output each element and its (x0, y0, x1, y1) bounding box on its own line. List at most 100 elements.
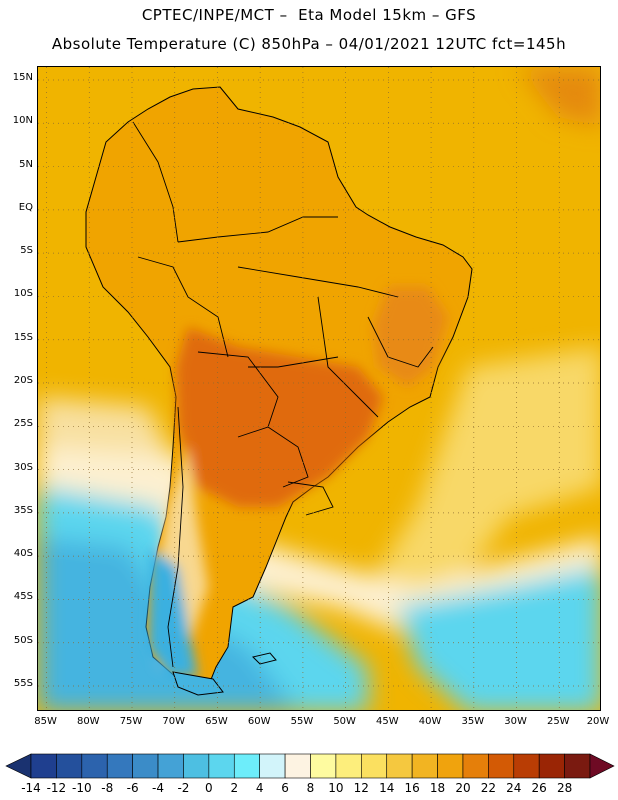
colorbar-cell (106, 753, 133, 779)
southeast-pale-band (368, 347, 600, 627)
lat-label: 10N (12, 115, 33, 127)
colorbar-label: 12 (353, 781, 369, 795)
border-brazil-states-c (367, 316, 434, 368)
colorbar-label: 16 (404, 781, 420, 795)
colorbar-label: -12 (46, 781, 67, 795)
lon-label: 55W (290, 716, 314, 727)
colorbar-cell (488, 753, 515, 779)
lat-label: 10S (13, 288, 33, 300)
colorbar-label: 0 (205, 781, 213, 795)
colorbar-label: 6 (281, 781, 289, 795)
lon-label: 80W (76, 716, 100, 727)
colorbar-cell (310, 753, 337, 779)
border-colombia-venezuela (132, 121, 179, 243)
colorbar-cell (183, 753, 210, 779)
colorbar-label: 18 (429, 781, 446, 795)
lat-label: 40S (13, 548, 33, 560)
colorbar-cell (513, 753, 540, 779)
map-canvas (38, 67, 600, 710)
colorbar-cell (361, 753, 388, 779)
colorbar-cell (56, 753, 83, 779)
colorbar-label: -6 (126, 781, 139, 795)
colorbar-label: 28 (556, 781, 573, 795)
colorbar-label: -2 (177, 781, 190, 795)
lat-label: 15N (12, 71, 33, 83)
colorbar-label: 8 (306, 781, 315, 795)
lat-label: 30S (13, 461, 33, 473)
colorbar-label: 24 (506, 781, 522, 795)
colorbar-cell (208, 753, 235, 779)
colorbar-label: 4 (255, 781, 264, 795)
lon-label: 35W (461, 716, 485, 727)
lon-label: 75W (119, 716, 143, 727)
colorbar-cell (564, 753, 591, 779)
lat-label: 50S (13, 634, 33, 646)
lon-label: 85W (34, 716, 57, 727)
colorbar-cell (30, 753, 57, 779)
colorbar-cell (233, 753, 260, 779)
colorbar-label: 20 (455, 781, 471, 795)
lat-label: 45S (13, 591, 33, 603)
lat-label: 55S (13, 678, 33, 690)
tierra-del-fuego (172, 671, 224, 696)
border-venezuela-brazil (177, 216, 338, 243)
lat-label: 25S (13, 418, 33, 430)
colorbar-max-arrow (589, 753, 615, 779)
lat-label: 35S (13, 504, 33, 516)
border-brazil-states-b (317, 296, 379, 418)
colorbar-label: 14 (379, 781, 395, 795)
lon-label: 20W (586, 716, 610, 727)
lon-label: 45W (376, 716, 399, 727)
lat-label: 15S (13, 331, 33, 343)
southeast-cold-zone (398, 567, 600, 710)
temperature-map[interactable] (37, 66, 601, 711)
colorbar-cell (411, 753, 438, 779)
border-bolivia (197, 351, 279, 438)
border-argentina-chile (167, 406, 184, 668)
colorbar-label: 22 (480, 781, 496, 795)
patagonia-cold (148, 547, 198, 677)
lat-label: 20S (13, 375, 33, 386)
border-peru-brazil (137, 256, 229, 358)
colorbar-label: -4 (152, 781, 165, 795)
lon-label: 25W (546, 716, 570, 727)
colorbar-cells (5, 753, 615, 779)
lat-label: 5S (20, 245, 33, 257)
colorbar-label: -8 (101, 781, 114, 795)
lon-label: 70W (162, 716, 186, 727)
northeast-hot-core (373, 287, 448, 387)
falkland-islands (252, 652, 277, 665)
lon-label: 30W (504, 716, 527, 727)
header-title-line1: CPTEC/INPE/MCT – Eta Model 15km – GFS (141, 6, 477, 24)
colorbar-min-arrow (5, 753, 32, 779)
border-brazil-states-a (237, 266, 399, 298)
colorbar-label: -10 (72, 781, 92, 795)
header-title-line2: Absolute Temperature (C) 850hPa – 04/01/… (51, 35, 567, 53)
colorbar-cell (437, 753, 464, 779)
lat-lon-grid (38, 67, 600, 710)
colorbar-label: -14 (21, 781, 41, 795)
border-uruguay (287, 481, 334, 516)
lat-label: 5N (19, 158, 33, 170)
colorbar-cell (462, 753, 489, 779)
interior-hot-core (176, 327, 383, 507)
colorbar-label: 2 (230, 781, 239, 795)
colorbar-label: 10 (328, 781, 344, 795)
colorbar-cell (538, 753, 565, 779)
colorbar-cell (284, 753, 311, 779)
lon-label: 60W (247, 716, 271, 727)
colorbar-label: 26 (531, 781, 547, 795)
colorbar (5, 753, 615, 779)
colorbar-cell (335, 753, 362, 779)
colorbar-cell (132, 753, 159, 779)
lon-label: 40W (418, 716, 442, 727)
lon-label: 50W (333, 716, 356, 727)
colorbar-cell (81, 753, 108, 779)
colorbar-cell (386, 753, 413, 779)
colorbar-cell (259, 753, 286, 779)
colorbar-cell (157, 753, 184, 779)
lon-label: 65W (205, 716, 228, 727)
lat-label: EQ (18, 201, 33, 213)
north-atlantic-warm (518, 67, 600, 127)
land-hot-zone (148, 287, 448, 677)
